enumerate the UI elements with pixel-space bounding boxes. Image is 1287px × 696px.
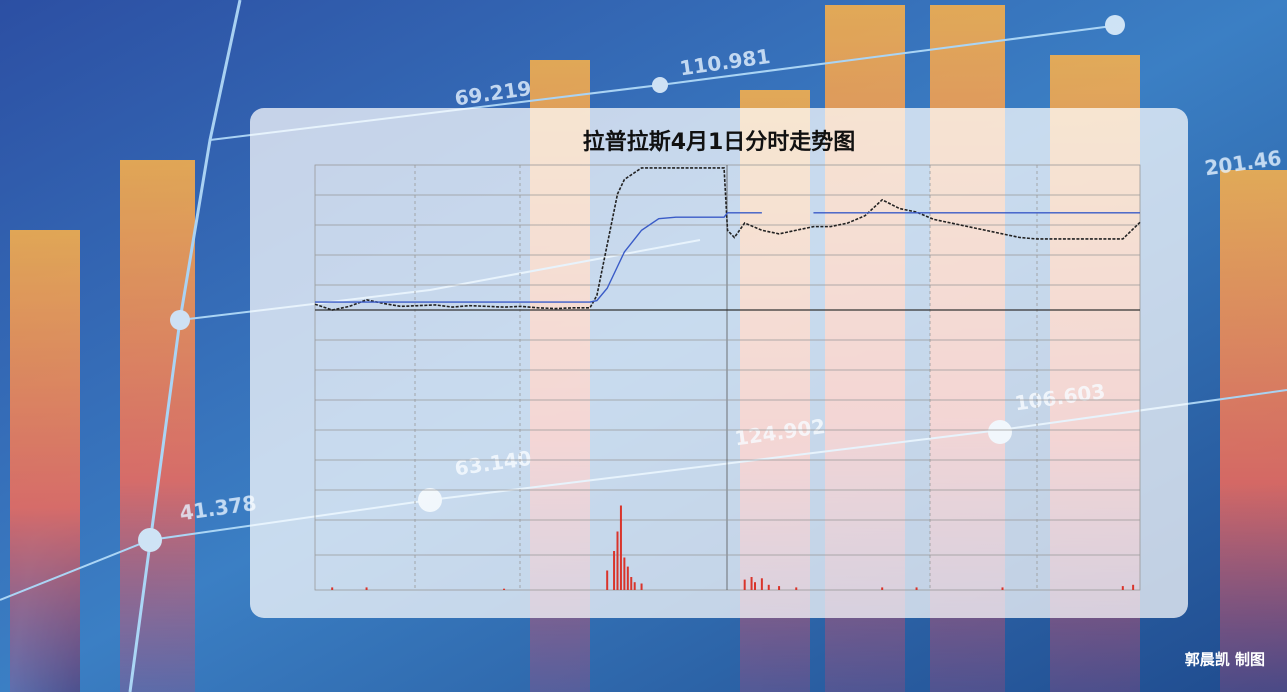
chart-panel bbox=[250, 108, 1188, 618]
volume-bar bbox=[626, 566, 629, 590]
volume-bar bbox=[743, 579, 746, 590]
volume-bar bbox=[613, 551, 616, 590]
volume-bar bbox=[915, 587, 918, 590]
volume-bar bbox=[795, 587, 798, 590]
volume-bar bbox=[760, 578, 763, 590]
volume-bar bbox=[630, 577, 633, 590]
volume-bar bbox=[767, 584, 770, 590]
volume-bar bbox=[633, 582, 636, 590]
credit: 郭晨凯 制图 bbox=[1185, 651, 1265, 669]
volume-bar bbox=[331, 587, 334, 590]
volume-bar bbox=[778, 586, 781, 590]
volume-bar bbox=[1001, 587, 1004, 590]
volume-bar bbox=[606, 570, 609, 590]
volume-bar bbox=[1121, 586, 1124, 590]
volume-bar bbox=[1132, 584, 1135, 590]
volume-bar bbox=[619, 505, 622, 590]
volume-bar bbox=[754, 582, 756, 590]
volume-bar bbox=[881, 587, 884, 590]
volume-bar bbox=[750, 577, 753, 590]
series-line bbox=[315, 212, 1140, 303]
chart-title: 拉普拉斯4月1日分时走势图 bbox=[583, 129, 856, 155]
volume-bar bbox=[365, 587, 368, 590]
volume-bar bbox=[503, 588, 506, 590]
volume-bar bbox=[616, 531, 619, 590]
volume-bar bbox=[623, 557, 626, 590]
volume-bar bbox=[640, 583, 643, 590]
series-line bbox=[314, 167, 1141, 311]
